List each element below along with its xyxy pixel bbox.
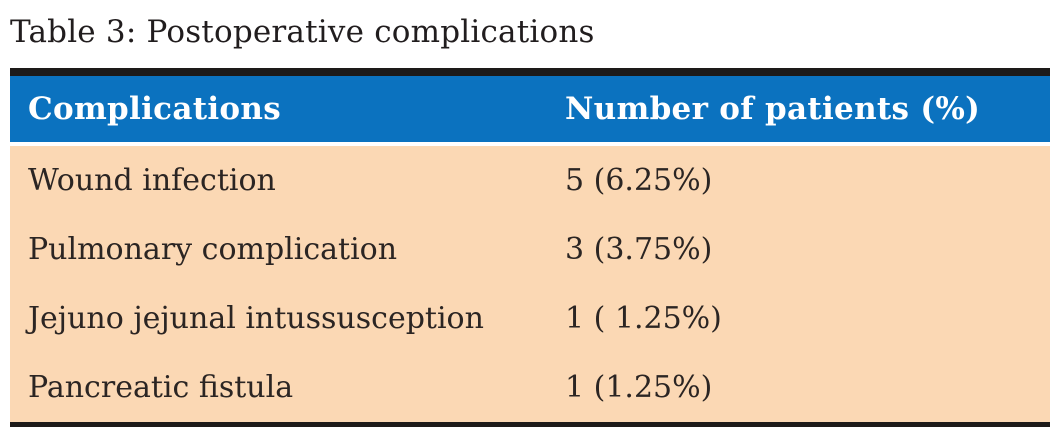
table-row: Pulmonary complication 3 (3.75%) (10, 215, 1050, 284)
table-row: Wound infection 5 (6.25%) (10, 146, 1050, 215)
cell-patients: 1 (1.25%) (565, 370, 713, 405)
cell-complication: Pulmonary complication (28, 232, 398, 267)
header-cell-number-of-patients: Number of patients (%) (565, 91, 981, 127)
header-cell-complications: Complications (28, 91, 282, 127)
table-header-row: Complications Number of patients (%) (10, 76, 1050, 142)
table-row: Jejuno jejunal intussusception 1 ( 1.25%… (10, 284, 1050, 353)
table-body: Wound infection 5 (6.25%) Pulmonary comp… (10, 146, 1050, 422)
table-top-rule (10, 68, 1050, 76)
complications-table: Complications Number of patients (%) Wou… (10, 68, 1050, 427)
table-caption: Table 3: Postoperative complications (10, 14, 595, 50)
cell-patients: 3 (3.75%) (565, 232, 713, 267)
cell-complication: Jejuno jejunal intussusception (28, 301, 484, 336)
cell-patients: 5 (6.25%) (565, 163, 713, 198)
table-row: Pancreatic fistula 1 (1.25%) (10, 353, 1050, 422)
header-body-divider (10, 142, 1050, 146)
cell-patients: 1 ( 1.25%) (565, 301, 722, 336)
table-bottom-rule (10, 422, 1050, 427)
cell-complication: Pancreatic fistula (28, 370, 294, 405)
cell-complication: Wound infection (28, 163, 276, 198)
